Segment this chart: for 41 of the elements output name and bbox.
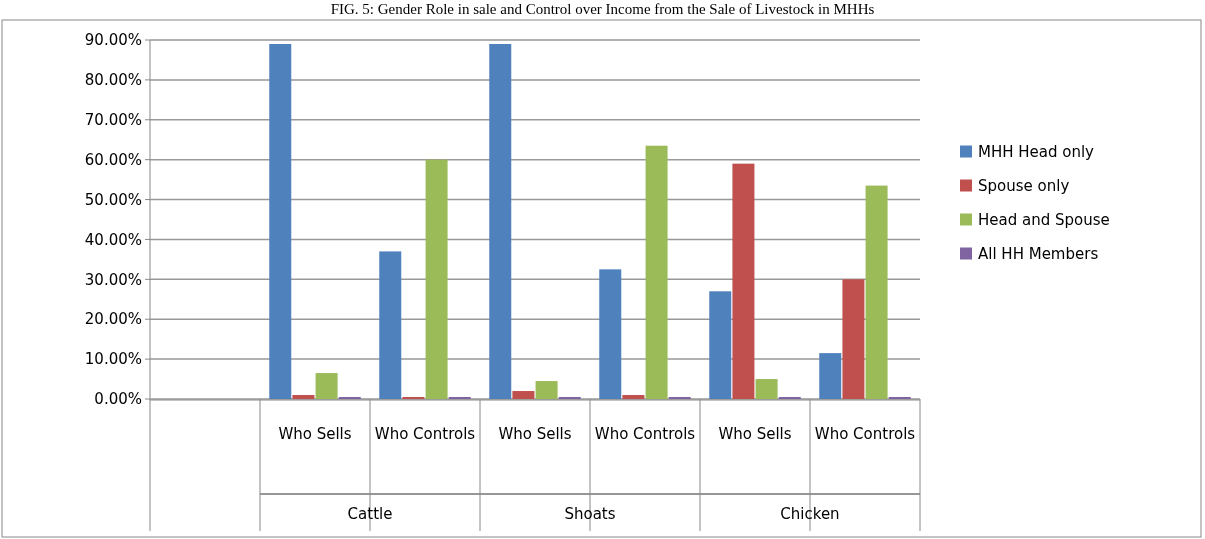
y-tick-label: 60.00% (84, 150, 142, 169)
bar (622, 395, 645, 399)
bar (709, 291, 732, 399)
x-tick-label: Who Sells (498, 425, 572, 443)
legend-label: All HH Members (978, 244, 1099, 263)
y-tick-label: 0.00% (94, 390, 142, 409)
x-tick-label: Who Controls (374, 425, 476, 443)
x-tick-label: Who Controls (814, 425, 916, 443)
bar (512, 391, 535, 399)
y-tick-label: 70.00% (84, 111, 142, 130)
text: Chicken (780, 505, 840, 523)
y-tick-label: 30.00% (84, 270, 142, 289)
bar (315, 373, 338, 399)
bar (292, 395, 315, 399)
x-tick-label: Who Sells (278, 425, 352, 443)
bar (842, 279, 865, 399)
legend-label: Head and Spouse (978, 210, 1110, 229)
text: Cattle (347, 505, 393, 523)
bar (819, 353, 842, 399)
bar (425, 159, 448, 399)
y-tick-label: 80.00% (84, 71, 142, 90)
text: Shoats (564, 505, 616, 523)
bar (599, 269, 622, 399)
bar (379, 251, 402, 399)
y-tick-label: 50.00% (84, 190, 142, 209)
y-tick-label: 90.00% (84, 31, 142, 50)
y-tick-label: 10.00% (84, 350, 142, 369)
legend-label: Spouse only (978, 176, 1070, 195)
chart-title: FIG. 5: Gender Role in sale and Control over Income from the Sale of Livestock in MHHs (330, 1, 875, 17)
legend-label: MHH Head only (978, 142, 1095, 161)
bar (535, 381, 558, 399)
y-tick-label: 40.00% (84, 230, 142, 249)
x-tick-label: Who Controls (594, 425, 696, 443)
x-tick-label: Who Sells (718, 425, 792, 443)
bar (645, 145, 668, 399)
bar (489, 43, 512, 399)
bar (269, 43, 292, 399)
bar (755, 379, 778, 399)
y-tick-label: 20.00% (84, 310, 142, 329)
bar (865, 185, 888, 399)
bar (732, 163, 755, 399)
